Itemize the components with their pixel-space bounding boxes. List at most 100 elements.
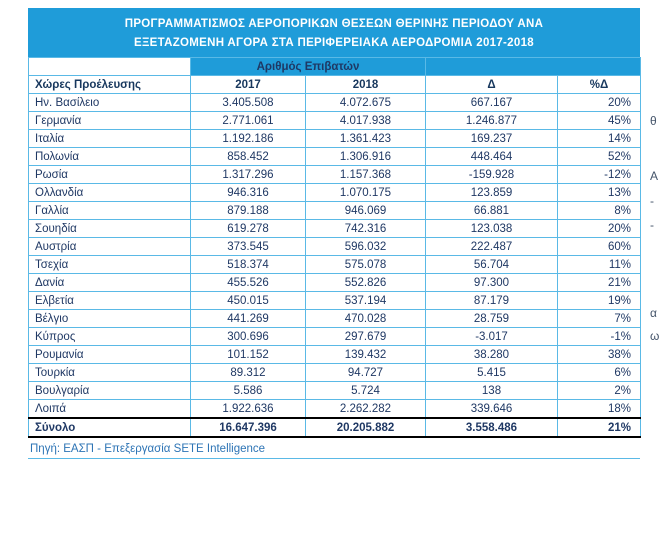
value-2018-cell: 596.032 [305,237,426,257]
value-2017-cell: 441.269 [190,309,306,329]
delta-cell: 448.464 [425,147,558,167]
country-cell: Σουηδία [28,219,191,239]
table-row: Ρουμανία 101.152 139.432 38.280 38% [28,345,641,365]
value-2017-cell: 101.152 [190,345,306,365]
table-row: Κύπρος 300.696 297.679 -3.017 -1% [28,327,641,347]
pct-delta-cell: 20% [557,219,641,239]
value-2018-cell: 94.727 [305,363,426,383]
delta-cell: 97.300 [425,273,558,293]
table-row: Ιταλία 1.192.186 1.361.423 169.237 14% [28,129,641,149]
column-header-row: Χώρες Προέλευσης 2017 2018 Δ %Δ [28,75,641,95]
country-cell: Βουλγαρία [28,381,191,401]
total-pct-delta: 21% [557,417,641,439]
total-2018: 20.205.882 [305,417,426,439]
value-2017-cell: 89.312 [190,363,306,383]
delta-cell: 66.881 [425,201,558,221]
country-cell: Αυστρία [28,237,191,257]
pct-delta-cell: 13% [557,183,641,203]
value-2018-cell: 4.072.675 [305,93,426,113]
pct-delta-cell: 45% [557,111,641,131]
value-2017-cell: 518.374 [190,255,306,275]
total-delta: 3.558.486 [425,417,558,439]
pct-delta-cell: 19% [557,291,641,311]
delta-cell: 5.415 [425,363,558,383]
value-2017-cell: 946.316 [190,183,306,203]
total-label: Σύνολο [28,417,191,439]
country-cell: Ιταλία [28,129,191,149]
delta-cell: -159.928 [425,165,558,185]
country-cell: Ρουμανία [28,345,191,365]
table-row: Βουλγαρία 5.586 5.724 138 2% [28,381,641,401]
table-body: Ην. Βασίλειο 3.405.508 4.072.675 667.167 20%… [28,93,641,419]
column-header-country: Χώρες Προέλευσης [28,75,191,95]
value-2017-cell: 455.526 [190,273,306,293]
value-2017-cell: 450.015 [190,291,306,311]
delta-cell: 56.704 [425,255,558,275]
table-row: Αυστρία 373.545 596.032 222.487 60% [28,237,641,257]
clipped-text-fragment: - [650,218,654,232]
table-row: Τουρκία 89.312 94.727 5.415 6% [28,363,641,383]
country-cell: Ην. Βασίλειο [28,93,191,113]
total-2017: 16.647.396 [190,417,306,439]
pct-delta-cell: 7% [557,309,641,329]
value-2018-cell: 1.361.423 [305,129,426,149]
value-2017-cell: 1.922.636 [190,399,306,419]
table-title: ΠΡΟΓΡΑΜΜΑΤΙΣΜΟΣ ΑΕΡΟΠΟΡΙΚΩΝ ΘΕΣΕΩΝ ΘΕΡΙΝ… [28,8,640,58]
pct-delta-cell: 8% [557,201,641,221]
value-2018-cell: 297.679 [305,327,426,347]
value-2017-cell: 373.545 [190,237,306,257]
delta-cell: 667.167 [425,93,558,113]
delta-cell: 87.179 [425,291,558,311]
table-row: Βέλγιο 441.269 470.028 28.759 7% [28,309,641,329]
passenger-count-header-spacer [425,57,641,77]
country-cell: Τσεχία [28,255,191,275]
pct-delta-cell: 2% [557,381,641,401]
total-row: Σύνολο 16.647.396 20.205.882 3.558.486 2… [28,417,641,439]
country-cell: Γερμανία [28,111,191,131]
table-row: Πολωνία 858.452 1.306.916 448.464 52% [28,147,641,167]
table-row: Γερμανία 2.771.061 4.017.938 1.246.877 45% [28,111,641,131]
value-2018-cell: 1.157.368 [305,165,426,185]
table-row: Γαλλία 879.188 946.069 66.881 8% [28,201,641,221]
clipped-text-fragment: θ [650,114,657,128]
delta-cell: 339.646 [425,399,558,419]
value-2017-cell: 2.771.061 [190,111,306,131]
value-2017-cell: 1.317.296 [190,165,306,185]
pct-delta-cell: 52% [557,147,641,167]
value-2018-cell: 537.194 [305,291,426,311]
pct-delta-cell: -12% [557,165,641,185]
source-note: Πηγή: ΕΑΣΠ - Επεξεργασία SETE Intelligen… [28,438,640,460]
value-2018-cell: 742.316 [305,219,426,239]
country-cell: Ελβετία [28,291,191,311]
pct-delta-cell: 14% [557,129,641,149]
delta-cell: -3.017 [425,327,558,347]
clipped-text-fragment: ω [650,329,660,343]
country-cell: Πολωνία [28,147,191,167]
delta-cell: 123.859 [425,183,558,203]
delta-cell: 169.237 [425,129,558,149]
table-row: Τσεχία 518.374 575.078 56.704 11% [28,255,641,275]
value-2018-cell: 946.069 [305,201,426,221]
value-2018-cell: 5.724 [305,381,426,401]
column-header-pct-delta: %Δ [557,75,641,95]
delta-cell: 123.038 [425,219,558,239]
table-row: Ρωσία 1.317.296 1.157.368 -159.928 -12% [28,165,641,185]
country-cell: Τουρκία [28,363,191,383]
value-2018-cell: 4.017.938 [305,111,426,131]
country-cell: Κύπρος [28,327,191,347]
delta-cell: 222.487 [425,237,558,257]
seat-programming-table: ΠΡΟΓΡΑΜΜΑΤΙΣΜΟΣ ΑΕΡΟΠΟΡΙΚΩΝ ΘΕΣΕΩΝ ΘΕΡΙΝ… [28,8,641,460]
country-cell: Λοιπά [28,399,191,419]
table-row: Ελβετία 450.015 537.194 87.179 19% [28,291,641,311]
value-2017-cell: 5.586 [190,381,306,401]
pct-delta-cell: 11% [557,255,641,275]
pct-delta-cell: 18% [557,399,641,419]
table-title-line2: ΕΞΕΤΑΖΟΜΕΝΗ ΑΓΟΡΑ ΣΤΑ ΠΕΡΙΦΕΡΕΙΑΚΑ ΑΕΡΟΔ… [134,36,534,49]
pct-delta-cell: 60% [557,237,641,257]
value-2018-cell: 1.070.175 [305,183,426,203]
value-2018-cell: 575.078 [305,255,426,275]
column-header-2018: 2018 [305,75,426,95]
table-row: Σουηδία 619.278 742.316 123.038 20% [28,219,641,239]
pct-delta-cell: 20% [557,93,641,113]
value-2017-cell: 858.452 [190,147,306,167]
